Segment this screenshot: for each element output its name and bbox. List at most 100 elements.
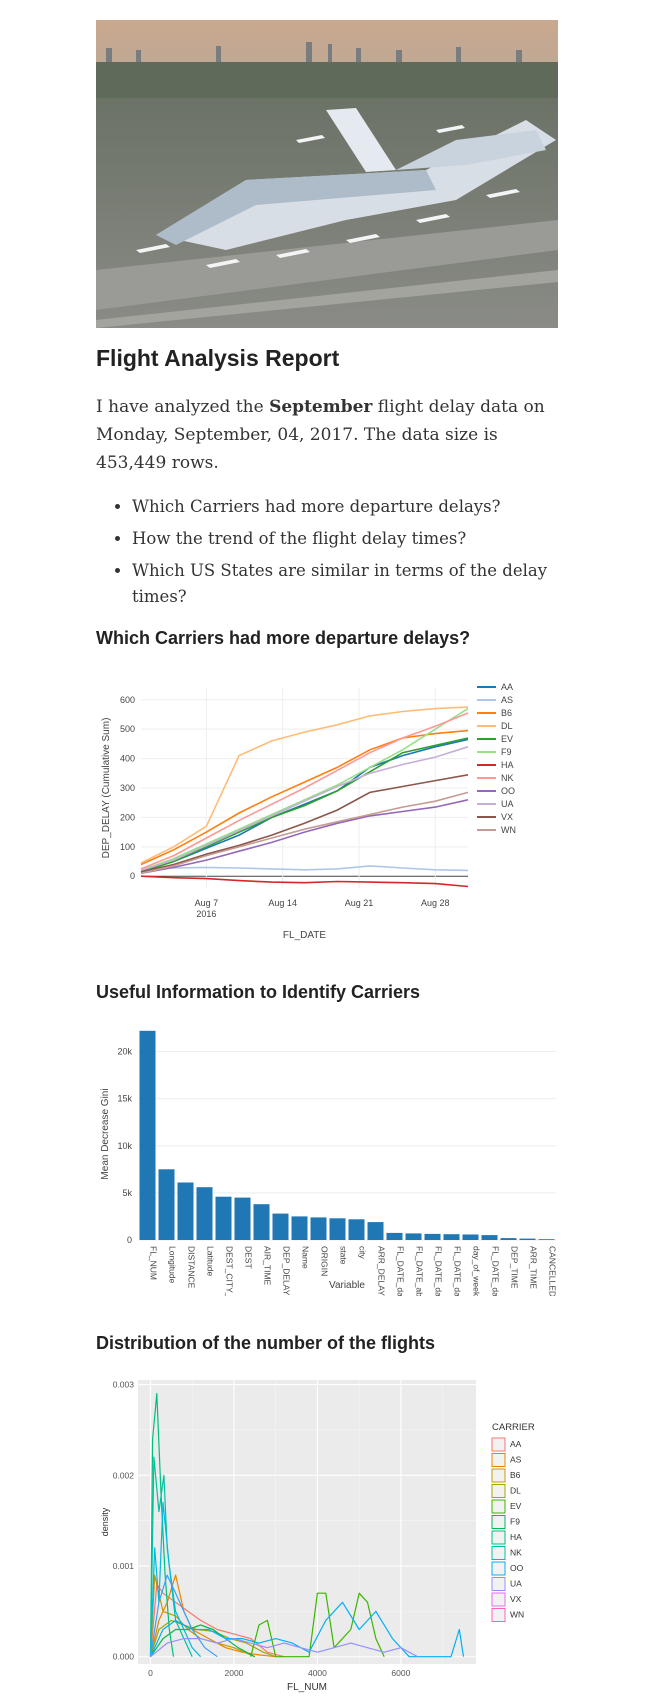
bar[interactable]: [196, 1187, 213, 1240]
question-list: Which Carriers had more departure delays…: [96, 494, 558, 616]
x-tick-label: DEP_TIME: [510, 1246, 520, 1289]
intro-month: September: [269, 397, 373, 417]
series-line-nk[interactable]: [140, 712, 469, 870]
bar[interactable]: [234, 1197, 251, 1240]
bar[interactable]: [443, 1234, 460, 1240]
legend-key-dl: [491, 1484, 506, 1498]
series-line-ha[interactable]: [140, 875, 469, 888]
bar[interactable]: [500, 1238, 517, 1240]
page-title: Flight Analysis Report: [96, 345, 340, 371]
x-tick-label: FL_DATE_absol: [415, 1246, 425, 1296]
series-line-wn[interactable]: [140, 791, 469, 875]
bar[interactable]: [139, 1030, 156, 1240]
y-tick-label: 5k: [122, 1188, 132, 1198]
series-line-as[interactable]: [140, 865, 469, 872]
x-tick-label: city: [358, 1246, 368, 1260]
x-tick-label: Name: [301, 1246, 311, 1269]
legend-key-b6: [491, 1468, 506, 1483]
bar[interactable]: [481, 1235, 498, 1240]
x-tick-label: ARR_DELAY: [377, 1246, 387, 1296]
bar[interactable]: [310, 1217, 327, 1240]
legend-label-b6: B6: [510, 1470, 521, 1480]
legend-label-nk: NK: [510, 1548, 522, 1558]
bar[interactable]: [272, 1213, 289, 1240]
density-curve-aa[interactable]: [149, 1583, 285, 1658]
y-axis-title: DEP_DELAY (Cumulative Sum): [101, 718, 112, 859]
series-line-ev[interactable]: [140, 737, 469, 873]
bar[interactable]: [424, 1233, 441, 1240]
x-tick-label: 4000: [308, 1668, 327, 1678]
series-line-aa[interactable]: [140, 738, 469, 872]
bar[interactable]: [367, 1222, 384, 1240]
x-tick-label: FL_DATE_day_: [491, 1246, 501, 1296]
x-tick-sublabel: 2016: [196, 909, 216, 919]
series-line-oo[interactable]: [140, 799, 469, 875]
y-tick-label: 100: [120, 842, 135, 852]
legend-label-ha: HA: [501, 760, 514, 770]
y-tick-label: 0: [130, 871, 135, 881]
density-chart[interactable]: 0 2000 4000 6000 0.000 0.001 0.002 0.003 FL_NUM d…: [96, 1372, 558, 1694]
series-line-dl[interactable]: [140, 706, 469, 864]
density-curve-nk[interactable]: [149, 1456, 193, 1657]
legend-label-as: AS: [510, 1455, 522, 1465]
legend-key-f9: [491, 1515, 506, 1529]
legend-label-wn: WN: [501, 825, 516, 835]
x-tick-label: 2000: [225, 1668, 244, 1678]
bar-chart[interactable]: 0 5k 10k 15k 20k FL_NUM Longitude DISTANCE Latit…: [96, 1024, 558, 1296]
x-axis-title: FL_NUM: [287, 1682, 327, 1693]
line-chart-container: 0 100 200 300 400 500 600 Aug 7 2016 Aug 14 Aug 21…: [96, 670, 558, 950]
y-tick-label: 10k: [117, 1141, 132, 1151]
bar[interactable]: [215, 1196, 232, 1240]
series-line-b6[interactable]: [140, 729, 469, 866]
x-tick-label: Longitude: [168, 1246, 178, 1284]
legend-title: CARRIER: [492, 1422, 535, 1433]
x-tick-label: Aug 21: [345, 898, 374, 908]
legend-label-as: AS: [501, 695, 513, 705]
x-axis-title: Variable: [329, 1280, 365, 1291]
y-axis-title: density: [100, 1507, 110, 1536]
y-tick-label: 300: [120, 783, 135, 793]
legend-key-vx: [491, 1592, 506, 1607]
x-tick-label: AIR_TIME: [263, 1246, 273, 1286]
y-tick-label: 20k: [117, 1047, 132, 1057]
legend-label-dl: DL: [501, 721, 513, 731]
bar[interactable]: [386, 1232, 403, 1240]
bar[interactable]: [462, 1234, 479, 1241]
x-tick-label: FL_DATE_day_: [434, 1246, 444, 1296]
legend-label-ha: HA: [510, 1532, 522, 1542]
legend-label-b6: B6: [501, 708, 512, 718]
density-curve-ev[interactable]: [250, 1592, 385, 1658]
y-tick-label: 200: [120, 812, 135, 822]
density-curve-dl[interactable]: [149, 1619, 276, 1658]
bar[interactable]: [405, 1233, 422, 1240]
bar[interactable]: [291, 1216, 308, 1240]
density-curve-oo[interactable]: [149, 1501, 202, 1658]
y-tick-label: 0.001: [113, 1561, 135, 1571]
bar[interactable]: [158, 1169, 175, 1240]
density-curve-f9[interactable]: [150, 1624, 256, 1658]
x-tick-label: Aug 28: [421, 898, 450, 908]
bar[interactable]: [538, 1239, 555, 1240]
bar[interactable]: [519, 1238, 536, 1240]
x-tick-label: 6000: [391, 1668, 410, 1678]
y-tick-label: 500: [120, 724, 135, 734]
x-tick-label: Aug 14: [268, 898, 297, 908]
series-line-ua[interactable]: [140, 746, 469, 872]
legend-label-vx: VX: [501, 812, 513, 822]
legend-label-aa: AA: [501, 682, 513, 692]
density-chart-container: 0 2000 4000 6000 0.000 0.001 0.002 0.003 FL_NUM d…: [96, 1372, 558, 1694]
y-tick-label: 400: [120, 754, 135, 764]
bar[interactable]: [177, 1182, 194, 1241]
legend-key-nk: [491, 1546, 506, 1560]
series-line-f9[interactable]: [140, 707, 469, 872]
intro-text-before: I have analyzed the: [96, 397, 270, 417]
legend-label-f9: F9: [501, 747, 512, 757]
bar[interactable]: [329, 1218, 346, 1240]
density-curve-wn[interactable]: [150, 1638, 418, 1658]
bar[interactable]: [253, 1204, 270, 1240]
bar[interactable]: [348, 1219, 365, 1240]
density-curve-vx[interactable]: [149, 1574, 218, 1658]
series-line-vx[interactable]: [140, 774, 469, 873]
legend-label-wn: WN: [510, 1610, 524, 1620]
